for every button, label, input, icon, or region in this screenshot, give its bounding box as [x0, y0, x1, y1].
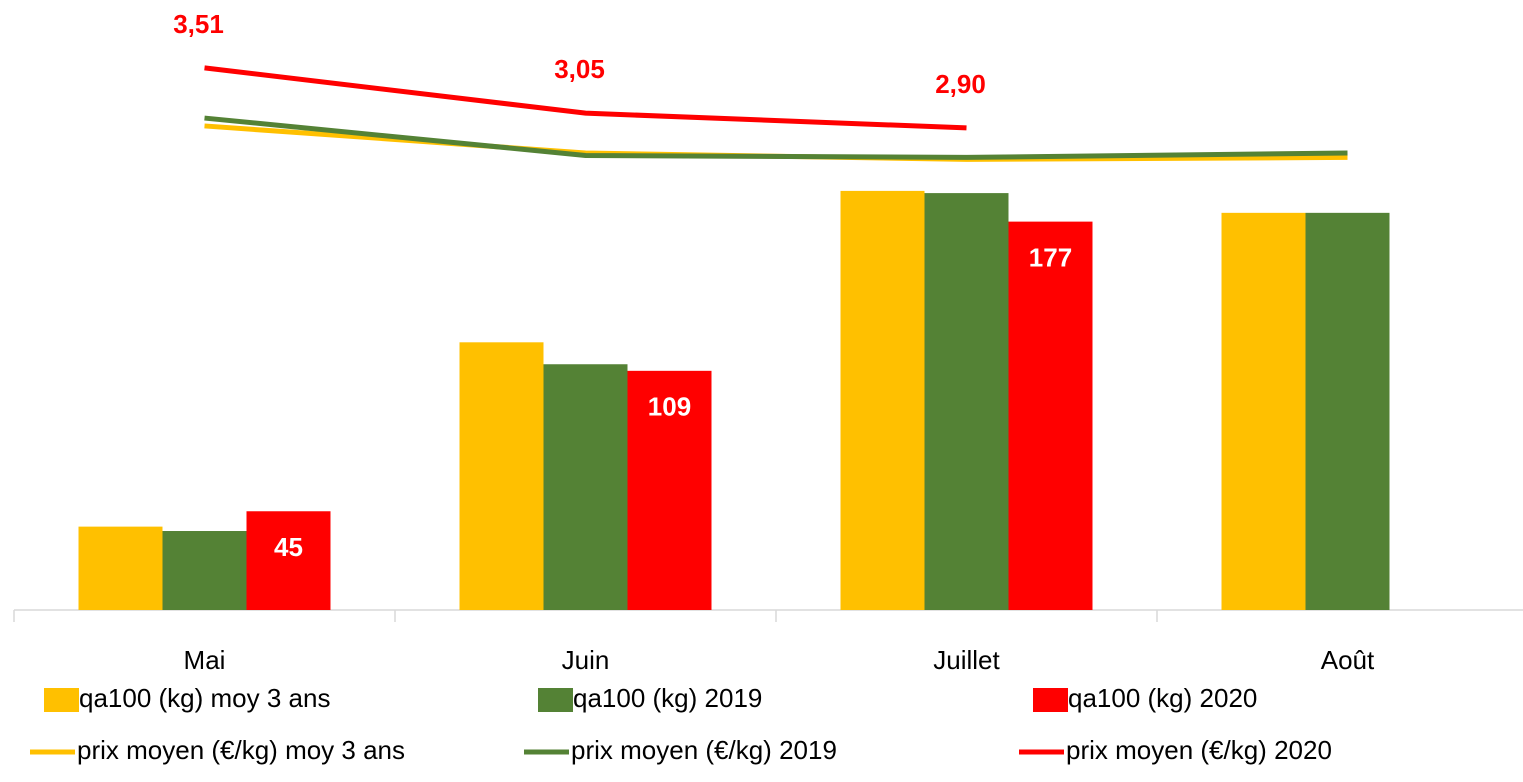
- legend-label: qa100 (kg) 2020: [1068, 683, 1257, 713]
- bar-label: 45: [274, 532, 303, 562]
- x-tick-label: Juin: [562, 645, 610, 675]
- line-label: 2,90: [935, 69, 986, 99]
- bar: [627, 370, 712, 610]
- legend-swatch: [44, 688, 79, 712]
- line: [204, 115, 1348, 160]
- legend-label: prix moyen (€/kg) moy 3 ans: [77, 735, 405, 765]
- line-label: 3,51: [173, 9, 224, 39]
- bar: [246, 511, 331, 610]
- bar: [1008, 221, 1093, 610]
- bar: [543, 364, 628, 610]
- legend-label: qa100 (kg) 2019: [573, 683, 762, 713]
- x-tick-label: Mai: [184, 645, 226, 675]
- line: [204, 65, 967, 131]
- bar-label: 177: [1029, 242, 1072, 272]
- bar: [78, 526, 163, 610]
- bar: [924, 193, 1009, 611]
- bar: [1221, 212, 1306, 610]
- legend-label: prix moyen (€/kg) 2019: [571, 735, 837, 765]
- legend-label: qa100 (kg) moy 3 ans: [79, 683, 330, 713]
- legend-label: prix moyen (€/kg) 2020: [1066, 735, 1332, 765]
- bar: [840, 190, 925, 610]
- line-label: 3,05: [554, 54, 605, 84]
- bar: [162, 531, 247, 610]
- bar: [1305, 212, 1390, 610]
- bar: [459, 342, 544, 610]
- legend-swatch: [538, 688, 573, 712]
- legend-swatch: [1033, 688, 1068, 712]
- x-tick-label: Juillet: [933, 645, 1000, 675]
- bar-label: 109: [648, 392, 691, 422]
- x-tick-label: Août: [1321, 645, 1375, 675]
